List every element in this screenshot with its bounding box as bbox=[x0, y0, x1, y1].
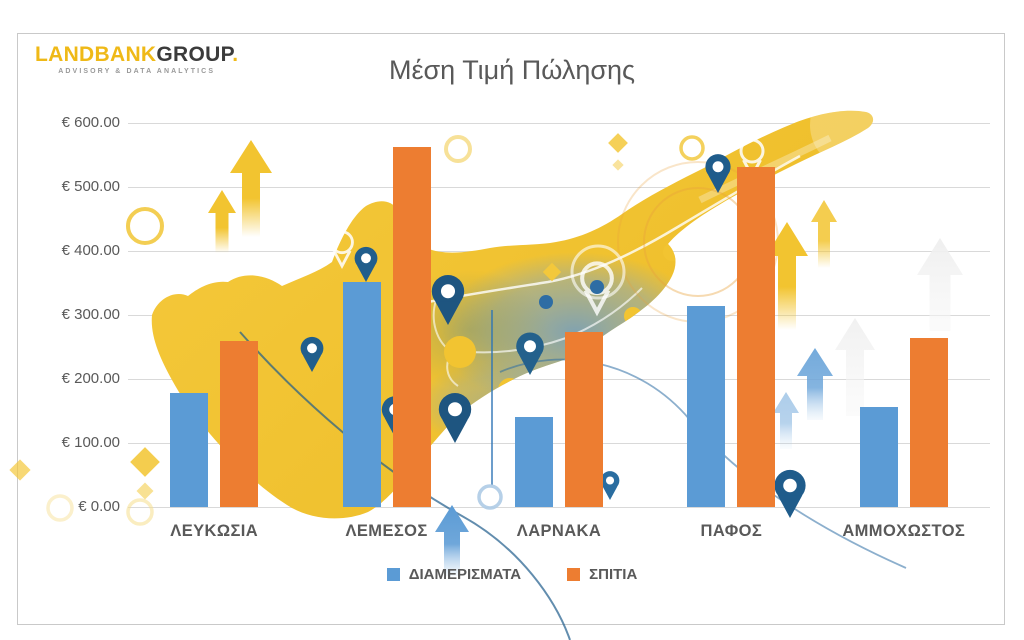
y-axis-tick-label: € 300.00 bbox=[61, 306, 120, 323]
bar-houses-λευκωσια bbox=[220, 340, 259, 507]
y-axis-tick-label: € 200.00 bbox=[61, 370, 120, 387]
chart-title: Μέση Τιμή Πώλησης bbox=[388, 55, 636, 85]
y-axis-tick-label: € 600.00 bbox=[61, 114, 120, 131]
y-axis-tick-label: € 0.00 bbox=[78, 498, 120, 515]
legend-swatch bbox=[567, 568, 581, 581]
x-axis-category-label: ΛΕΜΕΣΟΣ bbox=[345, 522, 428, 540]
legend-item: ΔΙΑΜΕΡΙΣΜΑΤΑ bbox=[386, 566, 522, 583]
legend-swatch bbox=[386, 568, 400, 581]
y-axis-tick-label: € 100.00 bbox=[61, 434, 120, 451]
bar-apartments-λαρνακα bbox=[515, 417, 553, 507]
x-axis-category-label: ΛΕΥΚΩΣΙΑ bbox=[170, 522, 259, 540]
logo-primary-text: LANDBANK bbox=[35, 43, 157, 66]
gridline bbox=[128, 314, 990, 316]
x-axis-category-label: ΠΑΦΟΣ bbox=[700, 522, 763, 540]
logo-dot: . bbox=[232, 43, 239, 66]
bar-apartments-παφος bbox=[687, 306, 726, 507]
bar-apartments-λεμεσος bbox=[342, 281, 381, 507]
logo-tagline: ADVISORY & DATA ANALYTICS bbox=[58, 68, 216, 75]
legend-label: ΔΙΑΜΕΡΙΣΜΑΤΑ bbox=[408, 566, 522, 583]
bar-apartments-αμμοχωστος bbox=[859, 407, 898, 507]
bar-houses-λεμεσος bbox=[392, 147, 431, 507]
gridline bbox=[128, 250, 990, 252]
bar-apartments-λευκωσια bbox=[170, 393, 209, 507]
x-axis-category-label: ΛΑΡΝΑΚΑ bbox=[516, 522, 602, 540]
logo-secondary-text: GROUP bbox=[156, 43, 233, 66]
bar-houses-αμμοχωστος bbox=[909, 338, 948, 507]
logo-wordmark: LANDBANKGROUP. bbox=[35, 44, 238, 66]
bar-houses-παφος bbox=[737, 166, 776, 507]
chart-legend: ΔΙΑΜΕΡΙΣΜΑΤΑ ΣΠΙΤΙΑ bbox=[0, 566, 1024, 583]
legend-item: ΣΠΙΤΙΑ bbox=[567, 566, 637, 583]
y-axis-tick-label: € 400.00 bbox=[61, 242, 120, 259]
legend-label: ΣΠΙΤΙΑ bbox=[589, 566, 638, 583]
gridline bbox=[128, 122, 990, 124]
bar-houses-λαρνακα bbox=[565, 332, 603, 507]
x-axis-category-label: ΑΜΜΟΧΩΣΤΟΣ bbox=[842, 522, 966, 540]
gridline bbox=[128, 186, 990, 188]
y-axis-tick-label: € 500.00 bbox=[61, 178, 120, 195]
logo: LANDBANKGROUP. ADVISORY & DATA ANALYTICS bbox=[35, 44, 238, 76]
